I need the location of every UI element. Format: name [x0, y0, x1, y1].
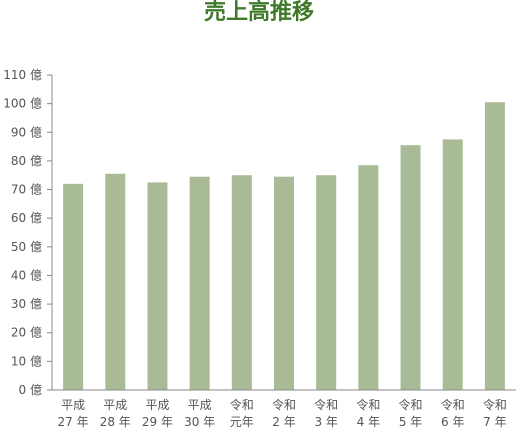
y-tick-label: 0 億 — [19, 383, 42, 397]
x-tick-label-line: 元年 — [230, 415, 254, 429]
x-tick-label-line: 平成 — [61, 398, 85, 412]
x-tick-label-line: 29 年 — [142, 415, 173, 429]
y-tick-label: 10 億 — [11, 354, 42, 368]
bar — [484, 102, 505, 391]
x-tick-label: 令和 7 年 — [483, 397, 507, 429]
x-tick-label-line: 令和 — [399, 397, 423, 412]
x-tick-label: 令和 2 年 — [272, 397, 296, 429]
y-tick-label: 70 億 — [11, 183, 42, 197]
bars — [63, 102, 505, 391]
y-tick-label: 110 億 — [3, 68, 42, 82]
x-tick-label-line: 令和 — [356, 397, 380, 412]
bar — [231, 175, 252, 390]
x-tick-label-line: 27 年 — [58, 415, 89, 429]
bar — [442, 139, 463, 390]
x-tick-label: 平成 30 年 — [184, 398, 215, 429]
y-tick-label: 90 億 — [11, 125, 42, 139]
x-tick-label-line: 30 年 — [184, 415, 215, 429]
y-axis: 0 億 10 億 20 億 30 億 40 億 50 億 60 億 70 億 80 億 90 億 1… — [3, 68, 53, 397]
x-tick-label-line: 5 年 — [399, 415, 422, 429]
x-tick-label-line: 2 年 — [272, 415, 295, 429]
x-tick-label-line: 令和 — [483, 397, 507, 412]
bar — [400, 145, 421, 390]
x-tick-label-line: 平成 — [103, 398, 127, 412]
bar — [189, 176, 210, 390]
x-tick-label-line: 3 年 — [314, 415, 337, 429]
x-tick-label: 平成 29 年 — [142, 398, 173, 429]
y-tick-label: 50 億 — [11, 240, 42, 254]
x-tick-label-line: 7 年 — [483, 415, 506, 429]
x-tick-label: 平成 27 年 — [58, 398, 89, 429]
x-tick-label-line: 28 年 — [100, 415, 131, 429]
bar — [105, 173, 126, 390]
x-tick-label: 令和 3 年 — [314, 397, 338, 429]
x-tick-label-line: 令和 — [272, 397, 296, 412]
y-tick-label: 60 億 — [11, 211, 42, 225]
y-tick-label: 20 億 — [11, 326, 42, 340]
x-tick-label: 令和元年 — [230, 397, 254, 429]
x-tick-label: 平成 28 年 — [100, 398, 131, 429]
y-tick-label: 80 億 — [11, 154, 42, 168]
bar — [316, 175, 337, 390]
bar — [274, 176, 294, 390]
x-tick-label-line: 令和 — [441, 397, 465, 412]
x-tick-label: 令和 4 年 — [356, 397, 380, 429]
x-tick-label-line: 令和 — [230, 397, 254, 412]
x-tick-label-line: 平成 — [145, 398, 169, 412]
x-tick-label-line: 4 年 — [357, 415, 380, 429]
bar — [63, 183, 84, 390]
y-tick-label: 100 億 — [3, 97, 42, 111]
y-tick-label: 30 億 — [11, 297, 42, 311]
x-tick-label: 令和 5 年 — [399, 397, 423, 429]
chart-title: 売上高推移 — [203, 0, 314, 25]
x-tick-label-line: 平成 — [188, 398, 212, 412]
x-tick-label-line: 6 年 — [441, 415, 464, 429]
y-tick-label: 40 億 — [11, 268, 42, 282]
bar — [358, 165, 379, 390]
x-tick-label: 令和 6 年 — [441, 397, 465, 429]
x-tick-label-line: 令和 — [314, 397, 338, 412]
bar — [147, 182, 168, 390]
